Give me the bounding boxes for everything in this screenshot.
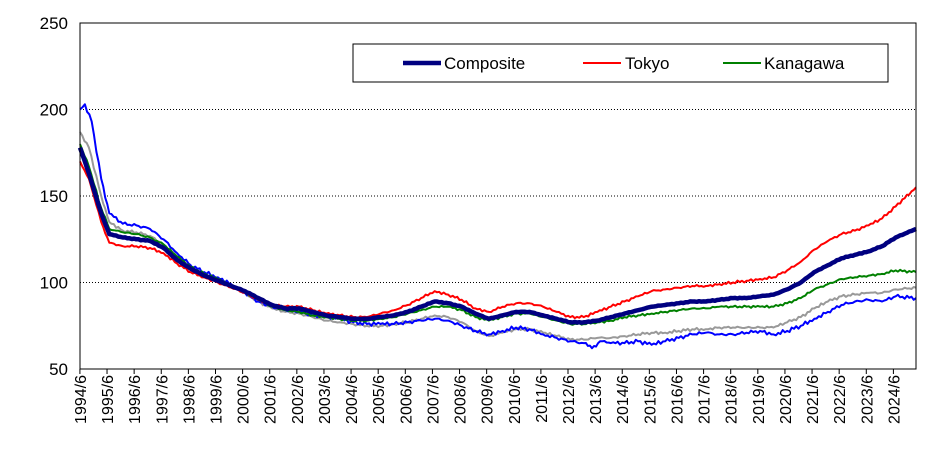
x-tick-label: 2011/6 xyxy=(534,375,551,423)
legend: Composite Tokyo Kanagawa xyxy=(352,43,889,83)
gridlines xyxy=(80,109,916,283)
x-tick-label: 2022/6 xyxy=(832,375,849,424)
x-tick-label: 2003/6 xyxy=(317,375,334,424)
x-tick-label: 2010/6 xyxy=(507,375,524,424)
legend-label-tokyo: Tokyo xyxy=(625,54,669,73)
y-tick-label: 200 xyxy=(40,101,68,120)
x-tick-label: 2021/6 xyxy=(805,375,822,424)
x-tick-label: 2016/6 xyxy=(669,375,686,424)
x-tick-label: 2023/6 xyxy=(859,375,876,424)
x-tick-label: 2018/6 xyxy=(724,375,741,424)
x-tick-label: 2017/6 xyxy=(697,375,714,424)
x-tick-label: 2020/6 xyxy=(778,375,795,424)
legend-label-composite: Composite xyxy=(444,54,525,73)
plot-frame xyxy=(79,22,917,370)
x-tick-label: 2019/6 xyxy=(751,375,768,424)
x-tick-label: 2004/6 xyxy=(344,375,361,424)
x-tick-label: 2009/6 xyxy=(480,375,497,424)
x-tick-label: 1994/6 xyxy=(73,375,90,424)
y-tick-label: 250 xyxy=(40,14,68,33)
y-axis-ticks: 50 100 150 200 250 xyxy=(40,14,68,379)
x-tick-label: 1995/6 xyxy=(100,375,117,424)
x-tick-label: 2005/6 xyxy=(371,375,388,424)
x-tick-label: 2013/6 xyxy=(588,375,605,424)
x-tick-label: 2006/6 xyxy=(398,375,415,424)
x-tick-label: 2007/6 xyxy=(425,375,442,424)
x-tick-label: 2014/6 xyxy=(615,375,632,424)
x-tick-label: 2012/6 xyxy=(561,375,578,424)
x-tick-label: 2002/6 xyxy=(290,375,307,424)
x-axis-ticks: 1994/6 1995/6 1996/6 1997/6 1998/6 1999/6 2000… xyxy=(73,369,903,424)
legend-label-kanagawa: Kanagawa xyxy=(764,54,845,73)
y-tick-label: 50 xyxy=(49,360,68,379)
x-tick-label: 2024/6 xyxy=(886,375,903,424)
x-tick-label: 1999/6 xyxy=(208,375,225,424)
x-tick-label: 1997/6 xyxy=(154,375,171,424)
x-tick-label: 1998/6 xyxy=(181,375,198,424)
series-line-composite xyxy=(77,146,917,325)
series-lines xyxy=(77,103,917,350)
y-tick-label: 100 xyxy=(40,274,68,293)
y-tick-label: 150 xyxy=(40,187,68,206)
x-tick-label: 1996/6 xyxy=(127,375,144,424)
x-tick-label: 2000/6 xyxy=(236,375,253,424)
x-tick-label: 2015/6 xyxy=(642,375,659,424)
x-tick-label: 2001/6 xyxy=(263,375,280,424)
x-tick-label: 2008/6 xyxy=(453,375,470,424)
